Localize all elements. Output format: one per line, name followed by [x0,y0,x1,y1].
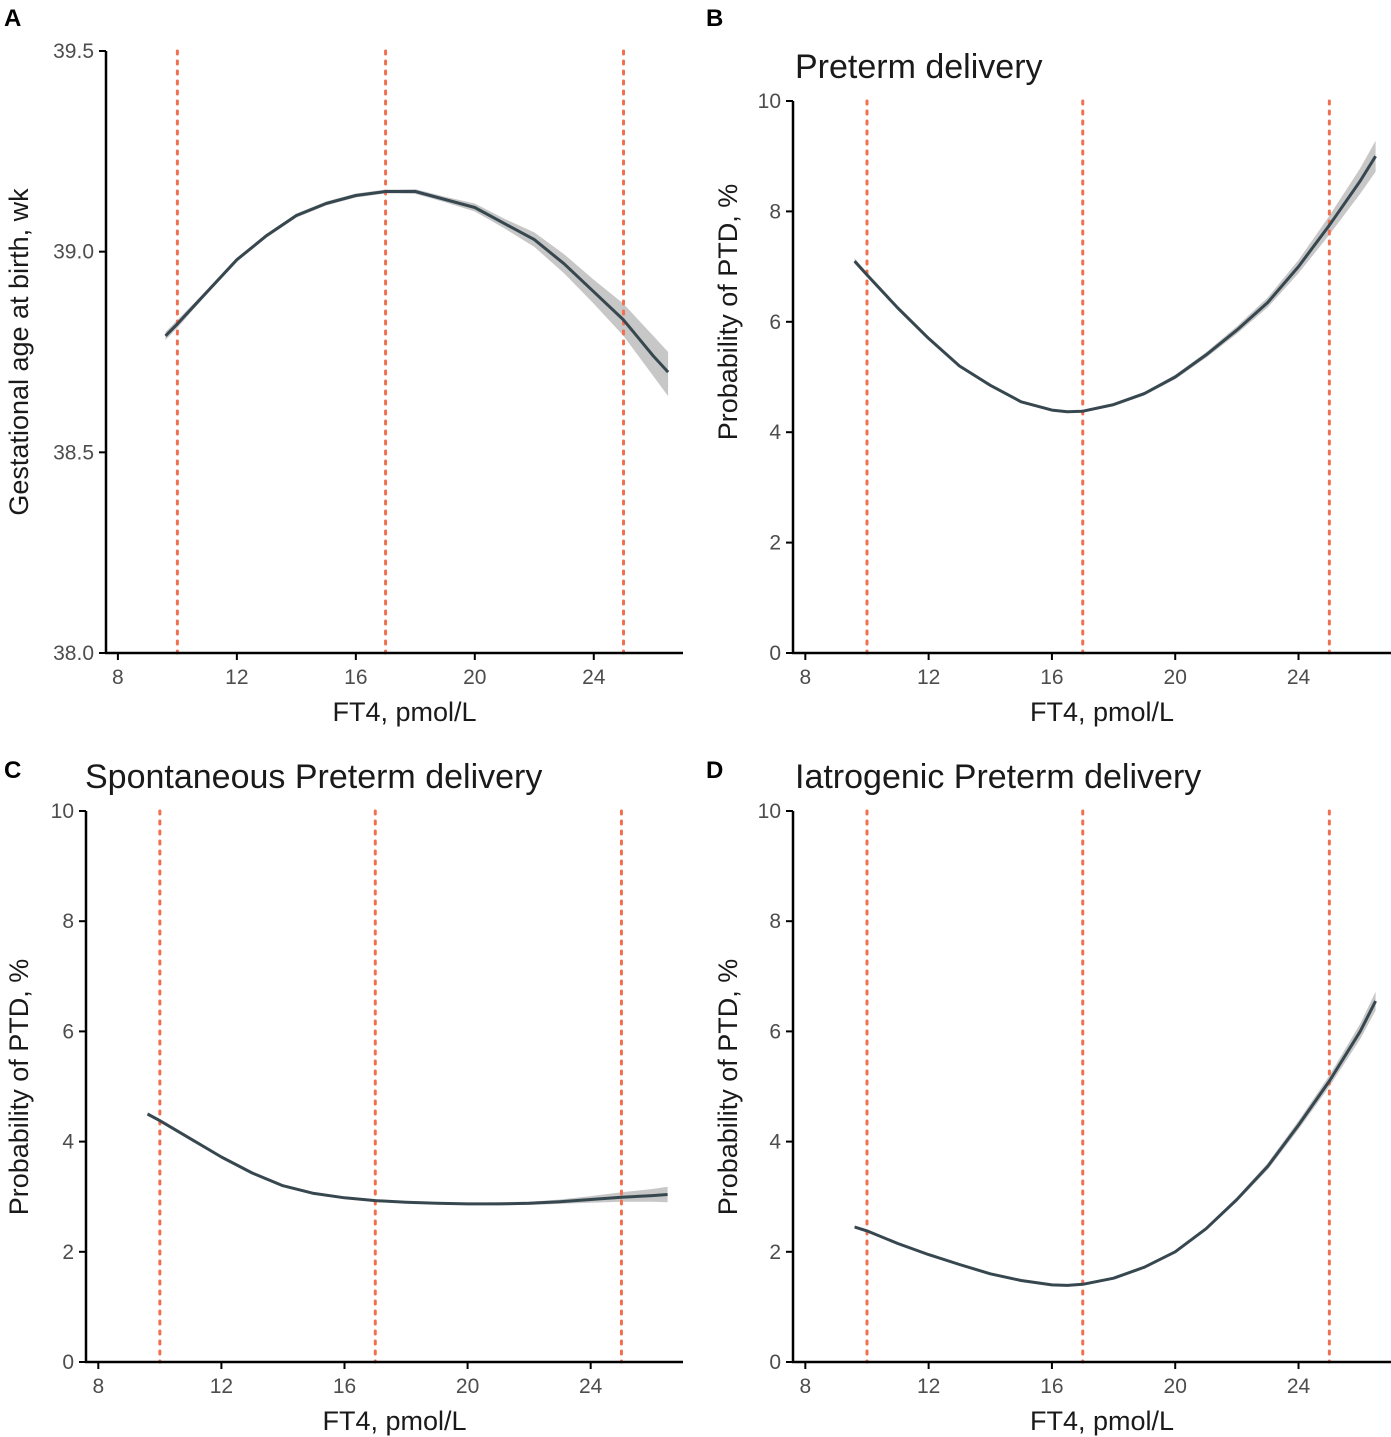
y-tick-label: 4 [62,1131,74,1154]
x-tick-label: 20 [1164,666,1187,689]
x-axis-label: FT4, pmol/L [1030,1406,1174,1436]
confidence-band [147,1112,668,1205]
confidence-band [854,140,1376,413]
panel-letter: C [4,757,21,784]
x-axis-label: FT4, pmol/L [322,1406,466,1436]
y-tick-label: 8 [769,910,781,933]
panel-title: Preterm delivery [795,48,1043,86]
x-tick-label: 8 [92,1375,104,1398]
y-tick-label: 39.0 [53,241,94,264]
x-tick-label: 8 [799,666,811,689]
y-axis-label: Probability of PTD, % [713,959,743,1216]
y-tick-label: 38.0 [53,642,94,665]
x-tick-label: 12 [210,1375,233,1398]
x-tick-label: 20 [463,666,486,689]
x-tick-label: 20 [456,1375,479,1398]
panel-a: A 38.0 38.5 39.0 39.5 8 12 16 20 24 FT4, pmol/L Ges… [4,5,683,727]
y-axis-label: Probability of PTD, % [713,184,743,441]
x-axis-label: FT4, pmol/L [1030,697,1174,727]
panel-title: Iatrogenic Preterm delivery [795,758,1201,796]
y-tick-label: 2 [769,532,781,555]
x-tick-label: 12 [917,666,940,689]
y-tick-label: 10 [51,800,74,823]
x-tick-label: 12 [917,1375,940,1398]
confidence-band [165,189,669,397]
y-axis-label: Probability of PTD, % [4,959,34,1216]
y-tick-label: 0 [769,642,781,665]
panel-title: Spontaneous Preterm delivery [85,758,542,796]
x-tick-label: 24 [1287,666,1311,689]
x-tick-label: 20 [1164,1375,1187,1398]
y-tick-label: 0 [769,1351,781,1374]
y-tick-label: 8 [769,200,781,223]
y-tick-label: 10 [758,90,781,113]
x-tick-label: 24 [582,666,606,689]
confidence-band [854,991,1376,1286]
x-tick-label: 16 [1040,666,1063,689]
fit-line [853,155,1377,414]
x-tick-label: 12 [225,666,248,689]
x-tick-label: 16 [1040,1375,1063,1398]
y-tick-label: 10 [758,800,781,823]
x-tick-label: 8 [799,1375,811,1398]
y-tick-label: 39.5 [53,40,94,63]
x-tick-label: 24 [1287,1375,1311,1398]
fit-line [854,1000,1377,1287]
x-tick-label: 24 [579,1375,603,1398]
y-tick-label: 2 [62,1241,74,1264]
panel-letter: A [4,5,21,32]
fit-line [146,1112,668,1206]
y-tick-label: 6 [769,311,781,334]
x-tick-label: 16 [344,666,367,689]
fit-line [164,190,670,374]
x-tick-label: 8 [112,666,124,689]
panel-letter: B [706,5,723,32]
y-tick-label: 38.5 [53,441,94,464]
y-tick-label: 8 [62,910,74,933]
x-axis-label: FT4, pmol/L [332,697,476,727]
y-tick-label: 0 [62,1351,74,1374]
y-tick-label: 6 [62,1020,74,1043]
y-axis-label: Gestational age at birth, wk [4,188,34,516]
panel-letter: D [706,757,723,784]
y-tick-label: 4 [769,421,781,444]
x-tick-label: 16 [333,1375,356,1398]
y-tick-label: 6 [769,1020,781,1043]
y-tick-label: 2 [769,1241,781,1264]
y-tick-label: 4 [769,1131,781,1154]
